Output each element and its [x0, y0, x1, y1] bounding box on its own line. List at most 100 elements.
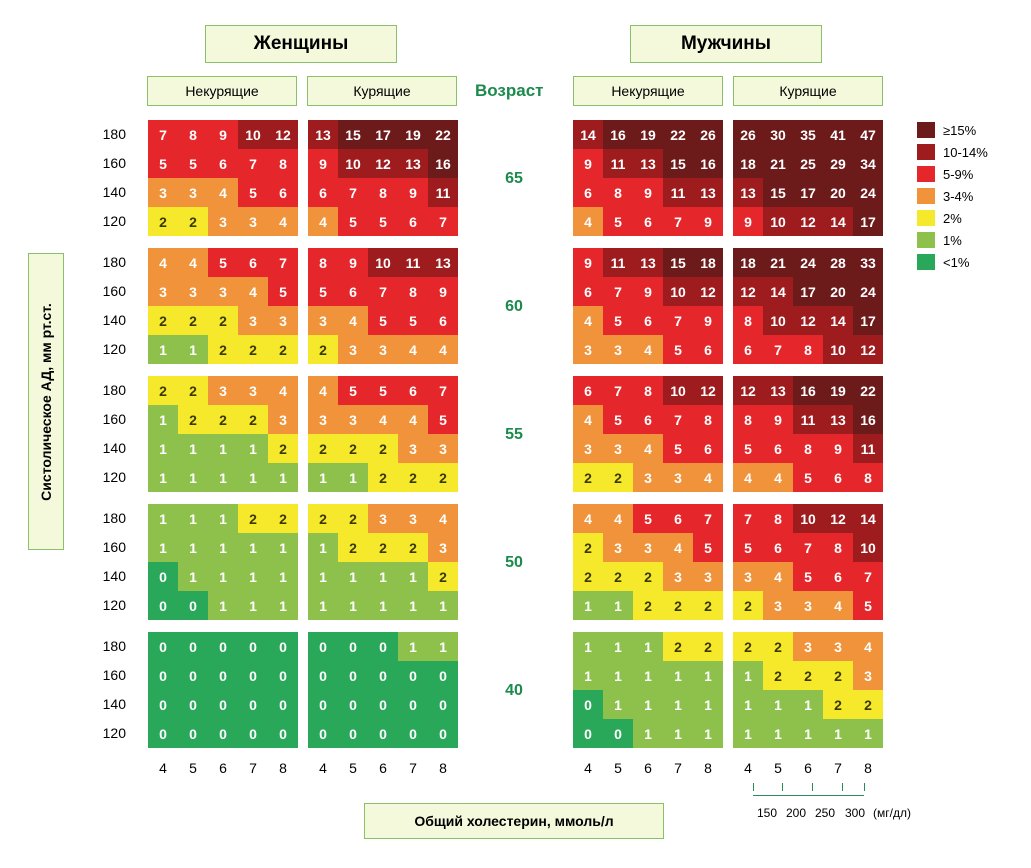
risk-cell: 8 [853, 463, 883, 492]
y-tick-label: 120 [102, 597, 126, 613]
risk-cell: 1 [148, 504, 178, 533]
risk-cell: 1 [633, 632, 663, 661]
risk-cell: 9 [428, 277, 458, 306]
y-tick-label: 160 [102, 411, 126, 427]
men-header: Мужчины [630, 25, 822, 63]
legend-swatch [917, 188, 935, 204]
risk-cell: 2 [603, 463, 633, 492]
risk-cell: 41 [823, 120, 853, 149]
risk-cell: 4 [633, 335, 663, 364]
risk-cell: 0 [428, 661, 458, 690]
risk-cell: 5 [633, 504, 663, 533]
mgdl-tick [782, 783, 783, 791]
mgdl-scale-line [753, 795, 864, 796]
risk-cell: 1 [763, 690, 793, 719]
risk-cell: 3 [338, 335, 368, 364]
risk-cell: 1 [238, 562, 268, 591]
risk-cell: 3 [308, 306, 338, 335]
risk-cell: 13 [633, 149, 663, 178]
risk-cell: 10 [853, 533, 883, 562]
risk-cell: 24 [853, 178, 883, 207]
risk-cell: 5 [238, 178, 268, 207]
risk-cell: 6 [633, 306, 663, 335]
risk-cell: 11 [793, 405, 823, 434]
risk-cell: 13 [428, 248, 458, 277]
risk-cell: 6 [573, 178, 603, 207]
risk-cell: 1 [693, 661, 723, 690]
risk-cell: 5 [148, 149, 178, 178]
risk-cell: 10 [823, 335, 853, 364]
risk-cell: 33 [853, 248, 883, 277]
risk-cell: 7 [853, 562, 883, 591]
risk-cell: 5 [603, 405, 633, 434]
risk-cell: 4 [763, 463, 793, 492]
x-tick-label: 7 [409, 760, 417, 776]
risk-cell: 2 [663, 591, 693, 620]
risk-cell: 8 [178, 120, 208, 149]
y-tick-label: 140 [102, 184, 126, 200]
risk-cell: 5 [398, 306, 428, 335]
y-tick-label: 140 [102, 312, 126, 328]
risk-cell: 12 [268, 120, 298, 149]
risk-cell: 3 [148, 178, 178, 207]
risk-cell: 1 [208, 533, 238, 562]
risk-cell: 1 [268, 463, 298, 492]
risk-cell: 2 [823, 690, 853, 719]
risk-cell: 3 [208, 376, 238, 405]
risk-cell: 5 [338, 207, 368, 236]
y-tick-label: 180 [102, 254, 126, 270]
risk-cell: 28 [823, 248, 853, 277]
x-tick-label: 7 [674, 760, 682, 776]
risk-cell: 4 [763, 562, 793, 591]
risk-cell: 2 [428, 463, 458, 492]
mgdl-tick [864, 783, 865, 791]
risk-cell: 0 [148, 562, 178, 591]
risk-cell: 21 [763, 248, 793, 277]
risk-cell: 16 [693, 149, 723, 178]
risk-cell: 0 [398, 719, 428, 748]
risk-cell: 1 [148, 434, 178, 463]
risk-cell: 1 [853, 719, 883, 748]
risk-cell: 6 [398, 376, 428, 405]
x-tick-label: 6 [379, 760, 387, 776]
risk-cell: 1 [633, 690, 663, 719]
y-axis-title-label: Систолическое АД, мм рт.ст. [38, 302, 54, 501]
risk-cell: 3 [268, 306, 298, 335]
risk-cell: 10 [793, 504, 823, 533]
risk-cell: 10 [763, 207, 793, 236]
risk-cell: 1 [238, 591, 268, 620]
risk-cell: 8 [693, 405, 723, 434]
risk-cell: 6 [823, 463, 853, 492]
risk-cell: 6 [733, 335, 763, 364]
risk-cell: 7 [603, 277, 633, 306]
risk-cell: 1 [733, 719, 763, 748]
risk-cell: 7 [338, 178, 368, 207]
risk-cell: 8 [793, 434, 823, 463]
risk-cell: 0 [238, 632, 268, 661]
risk-cell: 2 [148, 306, 178, 335]
risk-cell: 5 [733, 434, 763, 463]
risk-cell: 4 [308, 207, 338, 236]
mgdl-tick [842, 783, 843, 791]
risk-cell: 3 [148, 277, 178, 306]
risk-cell: 4 [338, 306, 368, 335]
risk-cell: 0 [573, 690, 603, 719]
women-smoking-label: Курящие [353, 83, 411, 99]
legend-swatch [917, 166, 935, 182]
risk-cell: 4 [398, 405, 428, 434]
risk-cell: 6 [663, 504, 693, 533]
risk-cell: 6 [428, 306, 458, 335]
risk-cell: 0 [268, 690, 298, 719]
risk-cell: 1 [603, 690, 633, 719]
risk-cell: 5 [428, 405, 458, 434]
risk-cell: 9 [763, 405, 793, 434]
risk-cell: 7 [238, 149, 268, 178]
risk-cell: 2 [573, 562, 603, 591]
risk-cell: 9 [693, 207, 723, 236]
risk-cell: 26 [693, 120, 723, 149]
risk-cell: 17 [853, 207, 883, 236]
legend-item: 3-4% [917, 187, 973, 205]
risk-cell: 0 [338, 632, 368, 661]
risk-cell: 1 [338, 591, 368, 620]
legend-label: 10-14% [943, 144, 988, 160]
